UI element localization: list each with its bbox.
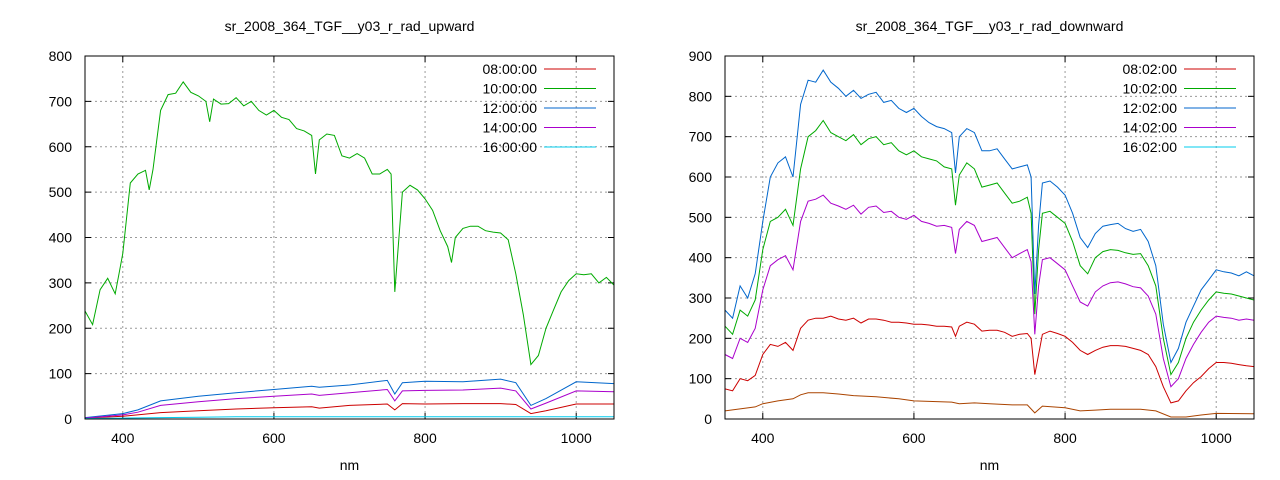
downward-radiance-chart: sr_2008_364_TGF__y03_r_rad_downward 400 60… <box>689 18 1255 473</box>
x-tick-label: 1000 <box>1201 430 1232 446</box>
series-line-160200 <box>725 392 1254 418</box>
series-line-140000 <box>85 387 614 419</box>
series-line-080000 <box>85 403 614 419</box>
legend-label: 14:00:00 <box>483 120 538 136</box>
series-group <box>725 69 1254 418</box>
plot-frame <box>724 55 1255 420</box>
legend-label: 12:00:00 <box>483 100 538 116</box>
legend-label: 08:00:00 <box>483 61 538 77</box>
series-line-080200 <box>725 315 1254 404</box>
chart-title: sr_2008_364_TGF__y03_r_rad_upward <box>225 18 475 34</box>
legend-label: 16:02:00 <box>1123 139 1178 155</box>
y-tick-label: 500 <box>689 209 713 225</box>
plot-frame <box>84 55 615 420</box>
x-tick-label: 600 <box>262 430 286 446</box>
y-tick-label: 300 <box>689 290 713 306</box>
y-tick-label: 200 <box>689 330 713 346</box>
legend-label: 08:02:00 <box>1123 61 1178 77</box>
y-tick-label: 100 <box>49 366 73 382</box>
y-tick-label: 400 <box>689 250 713 266</box>
legend-label: 10:02:00 <box>1123 81 1178 97</box>
x-tick-label: 1000 <box>561 430 592 446</box>
y-tick-label: 0 <box>64 411 72 427</box>
legend-label: 12:02:00 <box>1123 100 1178 116</box>
legend-label: 16:00:00 <box>483 139 538 155</box>
series-line-100000 <box>85 81 614 366</box>
y-tick-label: 400 <box>49 230 73 246</box>
y-tick-label: 500 <box>49 184 73 200</box>
y-tick-label: 800 <box>689 88 713 104</box>
y-tick-label: 700 <box>689 129 713 145</box>
legend-label: 14:02:00 <box>1123 120 1178 136</box>
series-line-120200 <box>725 69 1254 364</box>
series-group <box>85 81 614 419</box>
series-line-140200 <box>725 194 1254 388</box>
x-tick-label: 800 <box>1053 430 1077 446</box>
x-tick-label: 800 <box>413 430 437 446</box>
chart-title: sr_2008_364_TGF__y03_r_rad_downward <box>856 18 1124 34</box>
y-tick-label: 200 <box>49 320 73 336</box>
series-line-160000 <box>85 416 614 419</box>
y-tick-label: 700 <box>49 93 73 109</box>
x-axis-label: nm <box>980 457 999 473</box>
y-tick-label: 600 <box>689 169 713 185</box>
y-tick-label: 600 <box>49 139 73 155</box>
y-tick-label: 800 <box>49 48 73 64</box>
y-tick-label: 0 <box>704 411 712 427</box>
upward-radiance-chart: sr_2008_364_TGF__y03_r_rad_upward 400 600 8… <box>49 18 615 473</box>
series-line-120000 <box>85 378 614 419</box>
y-tick-label: 100 <box>689 371 713 387</box>
x-tick-label: 400 <box>111 430 135 446</box>
x-axis-label: nm <box>340 457 359 473</box>
series-line-100200 <box>725 119 1254 376</box>
y-tick-label: 900 <box>689 48 713 64</box>
y-tick-label: 300 <box>49 275 73 291</box>
x-tick-label: 600 <box>902 430 926 446</box>
legend-label: 10:00:00 <box>483 81 538 97</box>
x-tick-label: 400 <box>751 430 775 446</box>
